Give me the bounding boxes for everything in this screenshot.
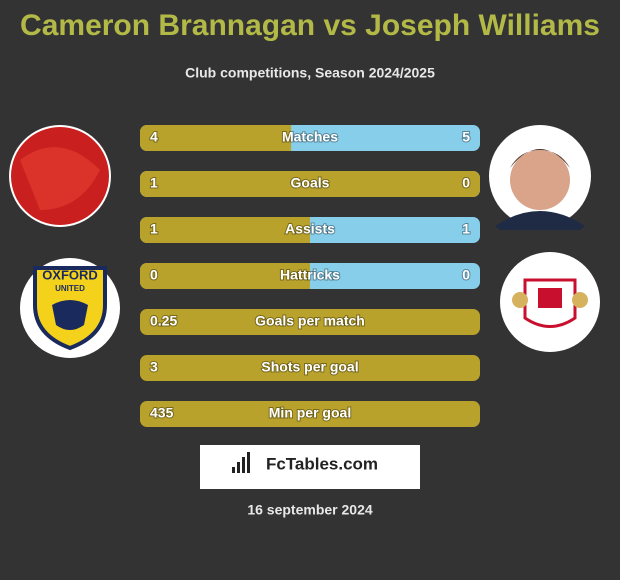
stat-row [140, 263, 480, 289]
stat-row [140, 125, 480, 151]
stat-left-value: 4 [150, 129, 158, 145]
left-bar [140, 217, 310, 243]
stat-row [140, 401, 480, 427]
subtitle: Club competitions, Season 2024/2025 [185, 65, 435, 81]
stat-right-value: 0 [462, 175, 470, 191]
brand: FcTables.com [266, 454, 378, 473]
stat-label: Assists [285, 221, 335, 237]
left-club-logo: OXFORD UNITED [20, 258, 120, 358]
stat-label: Min per goal [269, 405, 351, 421]
stat-left-value: 1 [150, 175, 158, 191]
logo-text: UNITED [55, 284, 85, 293]
left-player-photo [9, 125, 111, 227]
stat-left-value: 435 [150, 405, 174, 421]
stat-left-value: 0 [150, 267, 158, 283]
stat-right-value: 5 [462, 129, 470, 145]
left-bar [140, 355, 480, 381]
right-club-logo [500, 252, 600, 352]
brand-box [200, 445, 420, 489]
left-bar [140, 171, 480, 197]
stat-label: Goals per match [255, 313, 365, 329]
left-bar [140, 263, 310, 289]
stat-row [140, 355, 480, 381]
stat-row [140, 217, 480, 243]
stat-left-value: 0.25 [150, 313, 177, 329]
stat-right-value: 0 [462, 267, 470, 283]
right-player-photo [489, 125, 591, 230]
left-bar [140, 309, 480, 335]
stat-left-value: 3 [150, 359, 158, 375]
stat-row [140, 171, 480, 197]
stat-label: Shots per goal [261, 359, 358, 375]
left-bar [140, 401, 480, 427]
stat-left-value: 1 [150, 221, 158, 237]
stat-row [140, 309, 480, 335]
stat-right-value: 1 [462, 221, 470, 237]
stat-label: Goals [291, 175, 330, 191]
logo-text: OXFORD [42, 267, 98, 282]
date: 16 september 2024 [247, 502, 373, 518]
stat-label: Matches [282, 129, 338, 145]
left-bar [140, 125, 292, 151]
stat-label: Hattricks [280, 267, 340, 283]
brand-icon [232, 452, 250, 473]
title: Cameron Brannagan vs Joseph Williams [20, 9, 600, 42]
